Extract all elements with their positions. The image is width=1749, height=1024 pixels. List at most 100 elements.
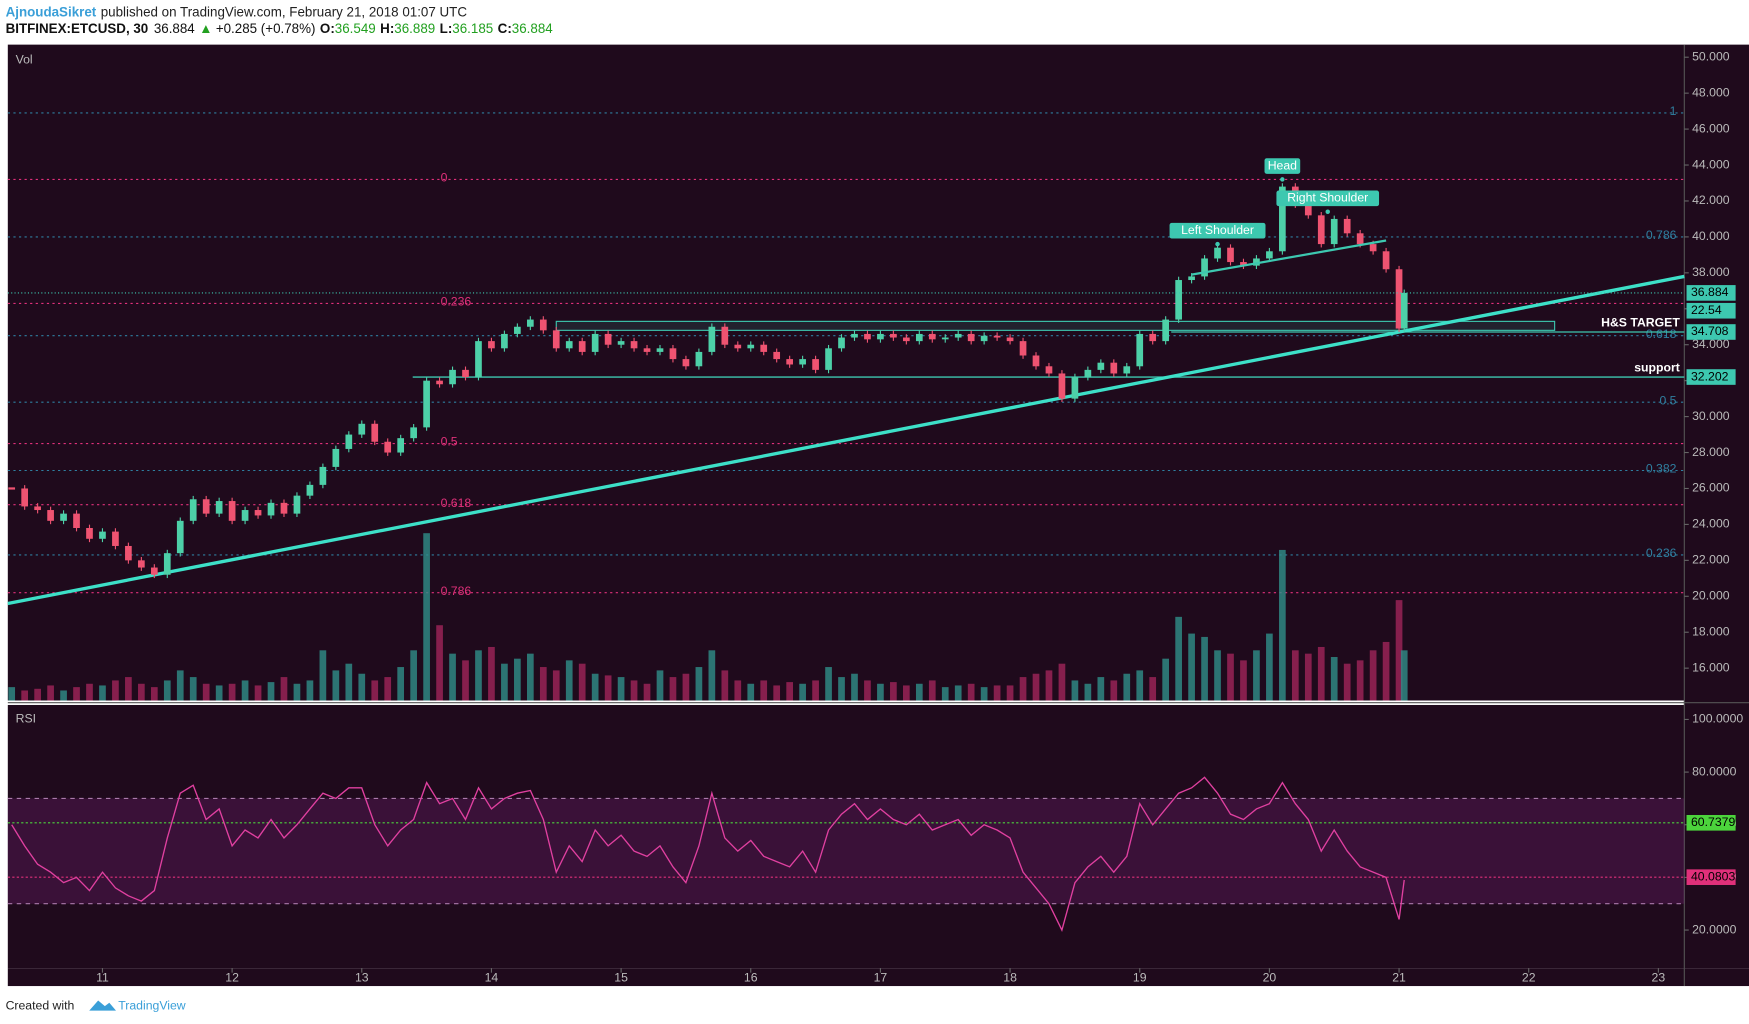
y-tick-label: 50.000 <box>1692 49 1730 63</box>
volume-bar <box>928 680 936 701</box>
x-tick-label: 21 <box>1392 970 1406 984</box>
candle <box>1304 204 1312 216</box>
volume-bar <box>1162 658 1170 701</box>
candle <box>1356 233 1364 245</box>
y-tick-label: 46.000 <box>1692 121 1730 135</box>
candle <box>721 326 729 345</box>
candle <box>617 341 625 345</box>
fib-label: 0.618 <box>1646 327 1677 341</box>
symbol: BITFINEX:ETCUSD, 30 <box>6 21 149 36</box>
volume-bar <box>47 685 54 701</box>
low: 36.185 <box>452 21 493 36</box>
volume-bar <box>449 653 456 701</box>
volume-bar <box>1400 650 1408 701</box>
volume-bar <box>851 673 858 701</box>
candle <box>293 495 301 514</box>
candle <box>941 337 949 340</box>
volume-bar <box>163 680 171 701</box>
y-tick-label: 42.000 <box>1692 193 1730 207</box>
last: 36.884 <box>154 21 195 36</box>
c-label: C: <box>498 21 512 36</box>
x-tick-label: 17 <box>874 970 888 984</box>
high: 36.889 <box>394 21 435 36</box>
volume-bar <box>864 680 871 701</box>
candle <box>1162 319 1170 342</box>
x-tick-label: 15 <box>614 970 628 984</box>
candle <box>1188 276 1195 281</box>
level-price-bg <box>1686 324 1736 340</box>
volume-bar <box>293 683 301 701</box>
rsi-level-label: 40.0803 <box>1691 869 1735 883</box>
candle <box>825 348 832 370</box>
volume-bar <box>241 680 249 701</box>
y-tick-label: 18.000 <box>1692 624 1730 638</box>
candle <box>591 333 599 352</box>
header-line-1: AjnoudaSikret published on TradingView.co… <box>6 4 468 19</box>
candle <box>1395 269 1403 329</box>
candle <box>1240 262 1247 266</box>
volume-bar <box>656 670 664 701</box>
volume-bar <box>1369 650 1377 701</box>
volume-bar <box>993 685 1001 701</box>
footer-brand[interactable]: TradingView <box>118 998 186 1012</box>
y-tick-label: 26.000 <box>1692 481 1730 495</box>
candle <box>1214 247 1221 259</box>
volume-bar <box>1395 600 1403 701</box>
volume-bar <box>306 680 314 701</box>
rsi-tick-label: 80.0000 <box>1692 764 1736 778</box>
candle <box>915 333 923 342</box>
rsi-tick-label: 20.0000 <box>1692 922 1736 936</box>
level-price-bg <box>1686 369 1736 385</box>
o-label: O: <box>320 21 335 36</box>
volume-bar <box>125 677 132 701</box>
pattern-point <box>1280 177 1285 182</box>
volume-bar <box>60 690 67 701</box>
candle <box>1400 292 1408 329</box>
volume-bar <box>345 663 353 701</box>
candle <box>332 448 340 467</box>
volume-bar <box>669 677 677 701</box>
volume-bar <box>838 677 845 701</box>
y-tick-label: 16.000 <box>1692 660 1730 674</box>
volume-bar <box>1136 670 1144 701</box>
rsi-label: RSI <box>16 712 36 726</box>
candle <box>112 531 119 546</box>
candle <box>47 510 54 521</box>
volume-bar <box>267 682 275 701</box>
candle <box>928 333 936 340</box>
volume-bar <box>941 687 949 701</box>
volume-bar <box>1084 683 1092 701</box>
volume-bar <box>1110 680 1118 701</box>
candle <box>1369 244 1377 252</box>
candle <box>812 359 819 370</box>
volume-bar <box>578 663 586 701</box>
y-tick-label: 48.000 <box>1692 85 1730 99</box>
y-tick-label: 44.000 <box>1692 157 1730 171</box>
author[interactable]: AjnoudaSikret <box>6 4 97 19</box>
candle <box>241 510 249 521</box>
y-tick-label: 30.000 <box>1692 409 1730 423</box>
volume-bar <box>280 677 288 701</box>
volume-bar <box>747 683 755 701</box>
volume-bar <box>1240 660 1247 701</box>
candle <box>371 423 379 442</box>
x-tick-label: 23 <box>1652 970 1666 984</box>
published: published on TradingView.com, February 2… <box>101 4 468 19</box>
volume-bar <box>980 687 988 701</box>
candle <box>410 427 417 439</box>
volume-bar <box>150 687 158 701</box>
fib-label: 0.5 <box>441 435 458 449</box>
candle <box>267 502 275 516</box>
candle <box>695 351 703 367</box>
candle <box>552 330 560 349</box>
pattern-label-bg <box>1276 190 1380 207</box>
volume-bar <box>734 680 742 701</box>
candle <box>747 344 755 349</box>
time-axis <box>7 968 1749 987</box>
x-tick-label: 14 <box>485 970 499 984</box>
candle <box>864 333 871 340</box>
volume-bar <box>773 685 781 701</box>
volume-bar <box>552 670 560 701</box>
volume-bar <box>1123 673 1131 701</box>
volume-bar <box>1097 677 1105 701</box>
